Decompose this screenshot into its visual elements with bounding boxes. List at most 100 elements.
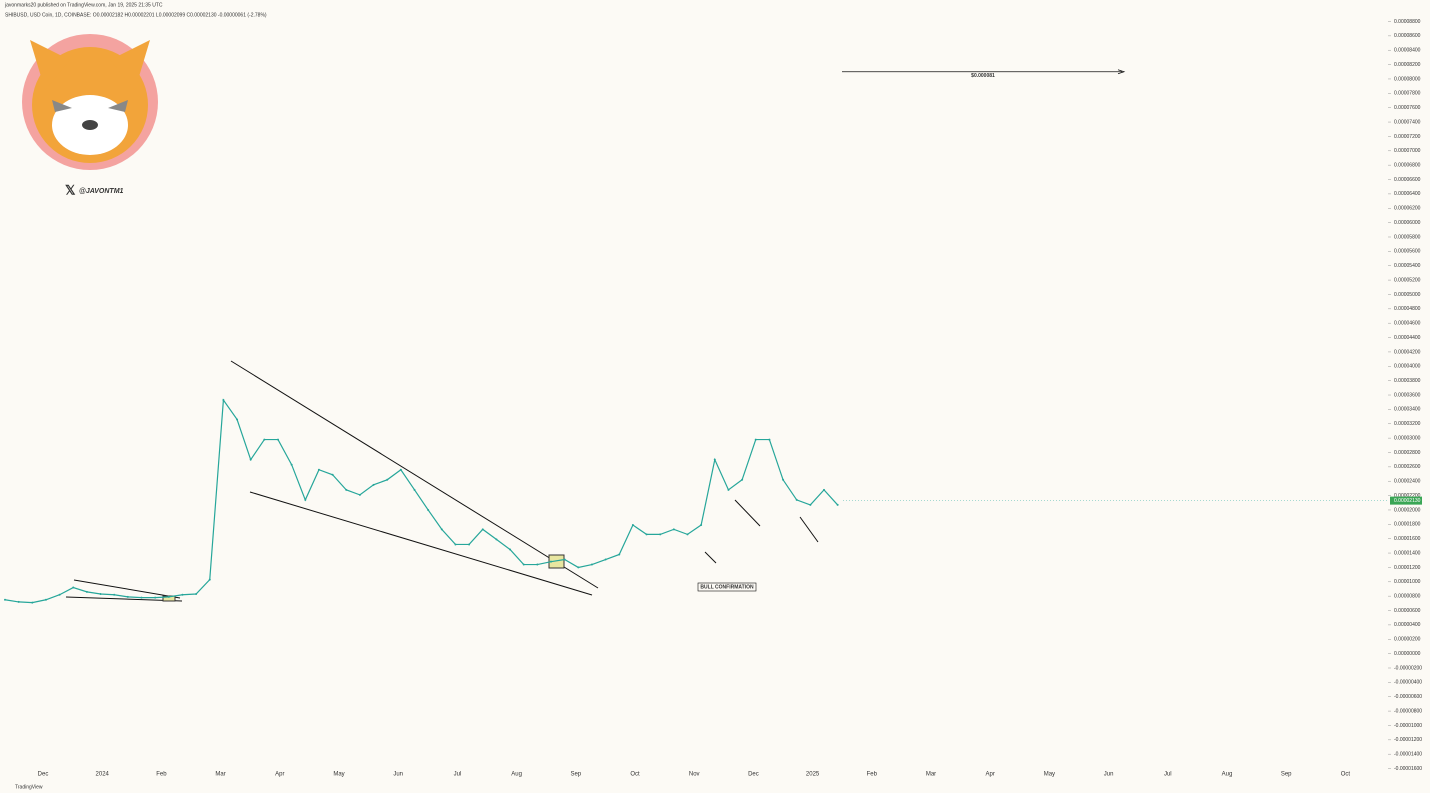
price-point bbox=[222, 399, 225, 402]
price-point bbox=[154, 596, 157, 599]
y-tick-label: 0.00005000 bbox=[1394, 292, 1421, 298]
price-point bbox=[481, 528, 484, 531]
price-point bbox=[700, 524, 703, 527]
price-point bbox=[85, 590, 88, 593]
y-tick-label: 0.00008400 bbox=[1394, 48, 1421, 54]
y-tick-label: 0.00004800 bbox=[1394, 306, 1421, 312]
x-tick-label: Apr bbox=[986, 772, 995, 778]
y-tick-label: 0.00000200 bbox=[1394, 637, 1421, 643]
price-point bbox=[795, 498, 798, 501]
price-point bbox=[126, 595, 129, 598]
y-tick-label: -0.00000800 bbox=[1394, 708, 1422, 714]
price-point bbox=[44, 598, 47, 601]
last-price-label: 0.00002130 bbox=[1394, 498, 1421, 504]
x-tick-label: Sep bbox=[1281, 772, 1292, 778]
price-point bbox=[372, 483, 375, 486]
x-tick-label: Jun bbox=[1104, 772, 1114, 778]
x-tick-label: Dec bbox=[38, 772, 49, 778]
x-tick-label: May bbox=[333, 772, 344, 778]
price-point bbox=[645, 533, 648, 536]
y-tick-label: 0.00001600 bbox=[1394, 536, 1421, 542]
price-point bbox=[509, 548, 512, 551]
price-point bbox=[236, 418, 239, 421]
y-tick-label: 0.00001200 bbox=[1394, 565, 1421, 571]
price-line bbox=[4, 398, 839, 604]
price-point bbox=[836, 503, 839, 506]
y-tick-label: -0.00001400 bbox=[1394, 752, 1422, 758]
y-tick-label: 0.00005400 bbox=[1394, 263, 1421, 269]
y-tick-label: 0.00008800 bbox=[1394, 19, 1421, 25]
y-tick-label: 0.00007200 bbox=[1394, 134, 1421, 140]
price-point bbox=[727, 488, 730, 491]
y-tick-label: 0.00006200 bbox=[1394, 206, 1421, 212]
x-tick-label: Jul bbox=[1164, 772, 1172, 778]
price-point bbox=[58, 593, 61, 596]
x-tick-label: May bbox=[1044, 772, 1055, 778]
y-tick-label: 0.00000800 bbox=[1394, 593, 1421, 599]
y-tick-label: 0.00007800 bbox=[1394, 91, 1421, 97]
price-point bbox=[17, 600, 20, 603]
price-point bbox=[590, 563, 593, 566]
x-logo: 𝕏 bbox=[65, 182, 76, 197]
y-tick-label: -0.00001200 bbox=[1394, 737, 1422, 743]
y-tick-label: 0.00005600 bbox=[1394, 249, 1421, 255]
logo bbox=[22, 34, 158, 170]
y-tick-label: 0.00001800 bbox=[1394, 522, 1421, 528]
x-tick-label: Oct bbox=[630, 772, 640, 778]
y-tick-label: 0.00008000 bbox=[1394, 76, 1421, 82]
y-tick-label: -0.00000200 bbox=[1394, 665, 1422, 671]
target-label: $0.000081 bbox=[971, 73, 995, 79]
price-point bbox=[659, 533, 662, 536]
symbol-line: SHIBUSD, USD Coin, 1D, COINBASE: O0.0000… bbox=[5, 12, 267, 18]
x-tick-label: Aug bbox=[511, 772, 522, 778]
price-point bbox=[631, 524, 634, 527]
bull-annotation: BULL CONFIRMATION bbox=[700, 584, 754, 590]
y-tick-label: 0.00002200 bbox=[1394, 493, 1421, 499]
price-point bbox=[399, 468, 402, 471]
price-point bbox=[249, 458, 252, 461]
y-tick-label: 0.00003800 bbox=[1394, 378, 1421, 384]
price-point bbox=[768, 438, 771, 441]
y-tick-label: -0.00001600 bbox=[1394, 766, 1422, 772]
price-point bbox=[140, 596, 143, 599]
y-tick-label: 0.00004600 bbox=[1394, 321, 1421, 327]
price-point bbox=[495, 538, 498, 541]
annotation-box bbox=[697, 582, 757, 592]
price-point bbox=[277, 438, 279, 441]
last-price-tag bbox=[1390, 496, 1422, 505]
x-tick-label: Jun bbox=[393, 772, 403, 778]
x-tick-label: Nov bbox=[689, 772, 700, 778]
price-point bbox=[304, 498, 307, 501]
x-tick-label: Feb bbox=[867, 772, 878, 778]
x-tick-label: Feb bbox=[156, 772, 167, 778]
price-point bbox=[167, 595, 170, 598]
price-point bbox=[809, 503, 812, 506]
price-point bbox=[317, 468, 320, 471]
y-tick-label: -0.00000600 bbox=[1394, 694, 1422, 700]
price-point bbox=[563, 558, 566, 561]
y-tick-label: 0.00002600 bbox=[1394, 464, 1421, 470]
y-tick-label: 0.00006000 bbox=[1394, 220, 1421, 226]
price-point bbox=[536, 563, 539, 566]
y-tick-label: 0.00006600 bbox=[1394, 177, 1421, 183]
footer: TradingView bbox=[15, 784, 43, 790]
price-point bbox=[72, 586, 75, 589]
y-tick-label: 0.00002800 bbox=[1394, 450, 1421, 456]
price-point bbox=[440, 528, 443, 531]
target-arrow bbox=[1117, 69, 1126, 75]
y-tick-label: 0.00006800 bbox=[1394, 162, 1421, 168]
price-point bbox=[672, 528, 675, 531]
price-point bbox=[263, 438, 266, 441]
y-tick-label: 0.00003400 bbox=[1394, 407, 1421, 413]
price-point bbox=[550, 560, 552, 563]
x-tick-label: Apr bbox=[275, 772, 284, 778]
price-point bbox=[741, 478, 744, 481]
y-tick-label: 0.00000000 bbox=[1394, 651, 1421, 657]
handle: @JAVONTM1 bbox=[79, 188, 124, 195]
price-point bbox=[181, 593, 184, 596]
price-point bbox=[468, 543, 471, 546]
price-point bbox=[686, 533, 689, 536]
price-point bbox=[208, 578, 211, 581]
x-tick-label: Oct bbox=[1341, 772, 1351, 778]
y-tick-label: 0.00001400 bbox=[1394, 550, 1421, 556]
